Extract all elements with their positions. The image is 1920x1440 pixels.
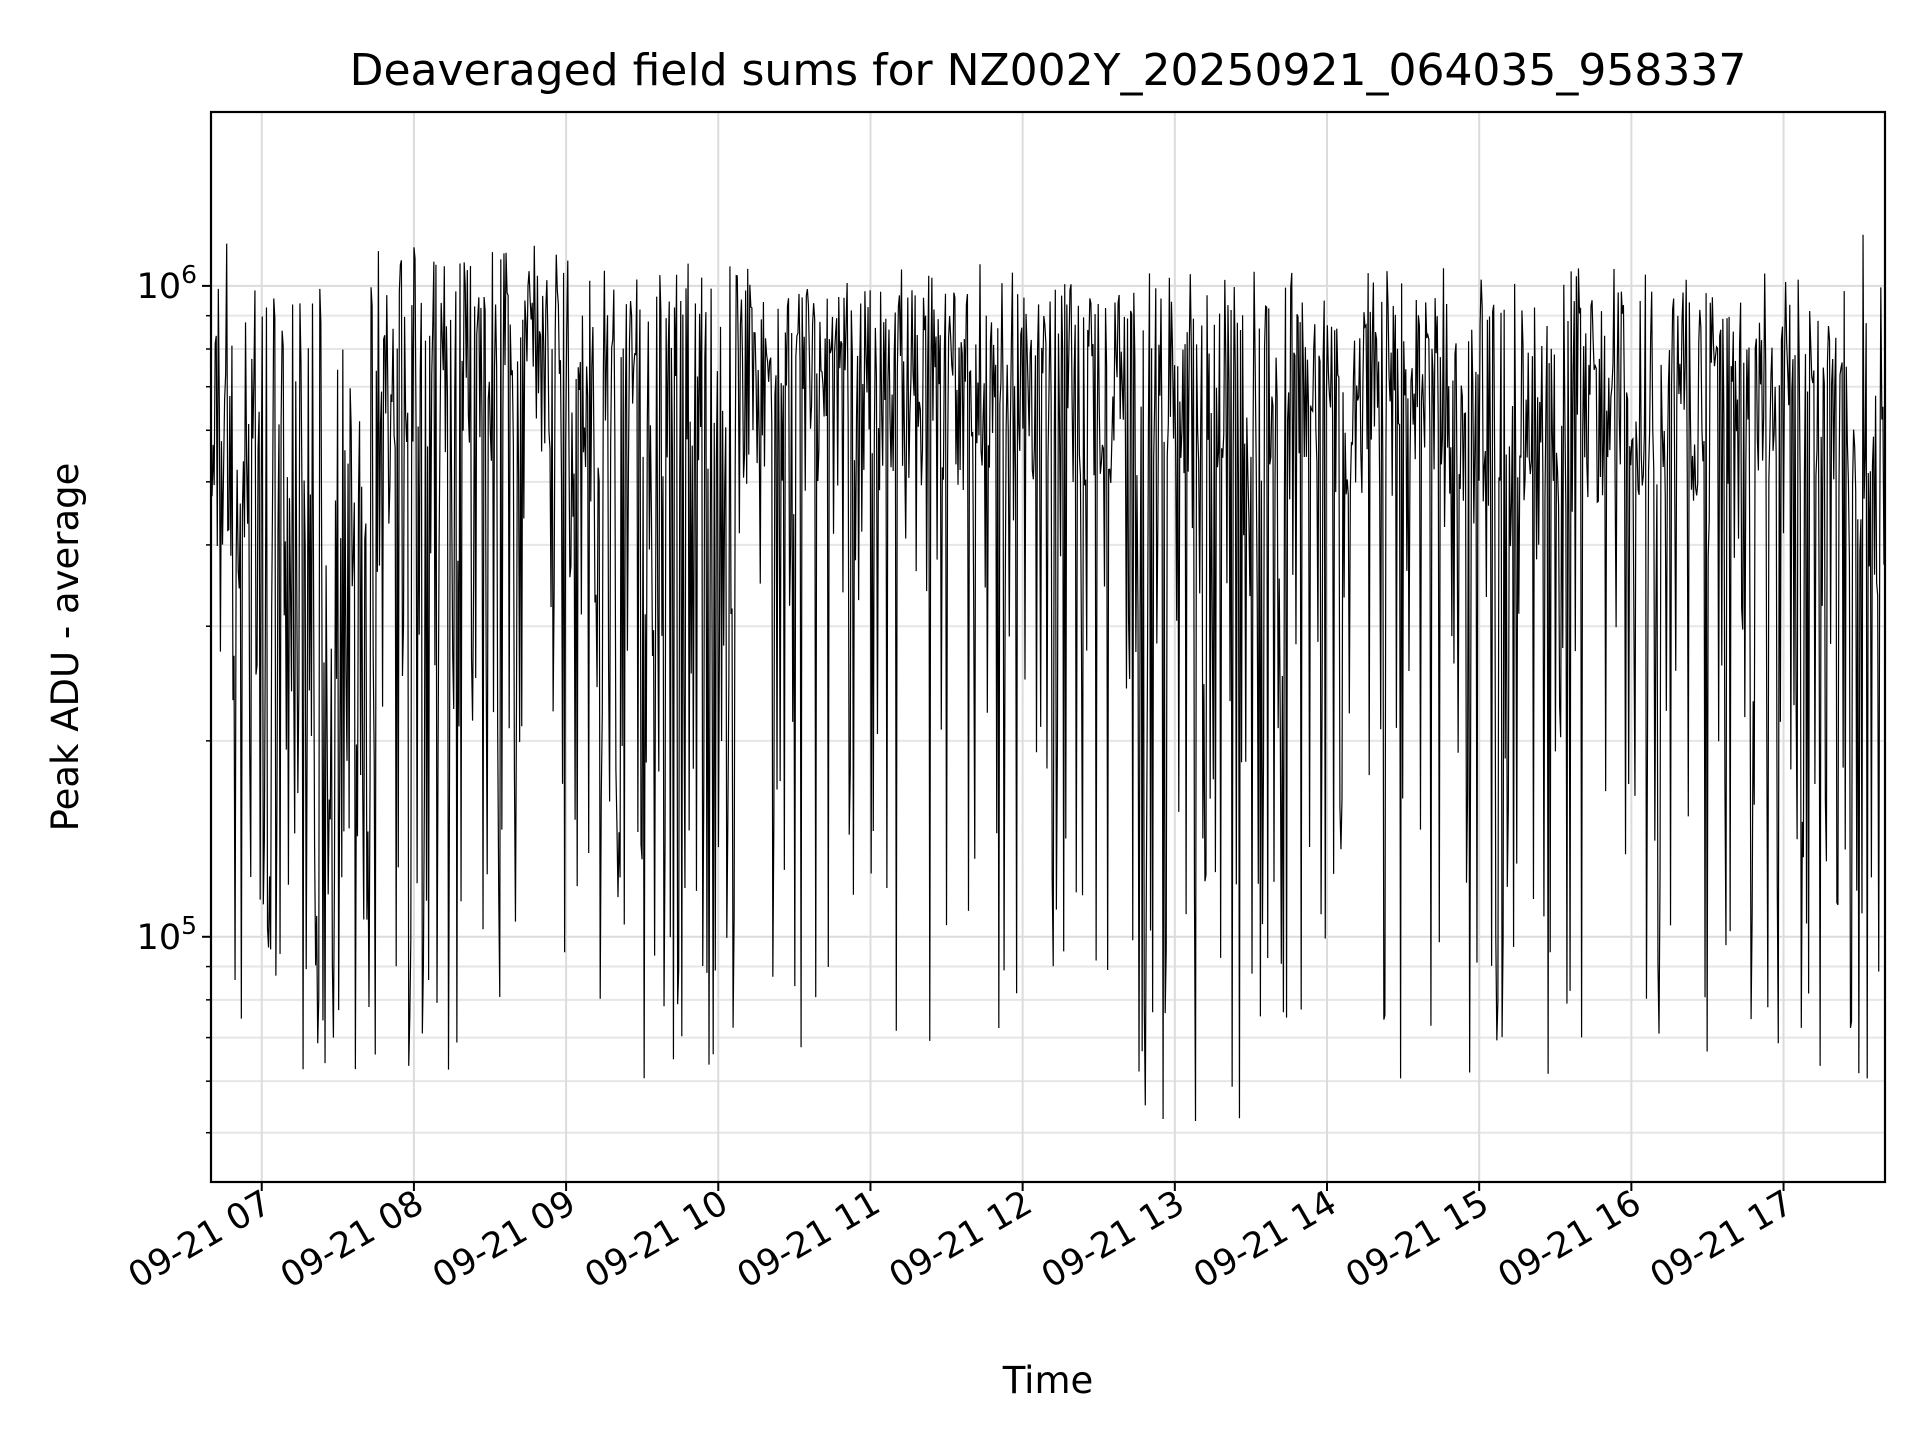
y-axis-label: Peak ADU - average xyxy=(44,463,87,832)
y-tick-label: 105 xyxy=(137,911,197,958)
y-tick-label-base: 10 xyxy=(137,267,182,307)
y-tick-label: 106 xyxy=(137,260,197,307)
plot-frame xyxy=(209,110,1887,1184)
y-tick-label-exponent: 6 xyxy=(181,260,197,289)
chart-title: Deaveraged field sums for NZ002Y_2025092… xyxy=(350,45,1747,96)
x-axis-label: Time xyxy=(1002,1359,1094,1402)
series-line xyxy=(210,234,1886,1122)
data-layer xyxy=(210,234,1886,1122)
y-tick-label-base: 10 xyxy=(137,918,182,958)
y-tick-label-exponent: 5 xyxy=(181,911,197,940)
